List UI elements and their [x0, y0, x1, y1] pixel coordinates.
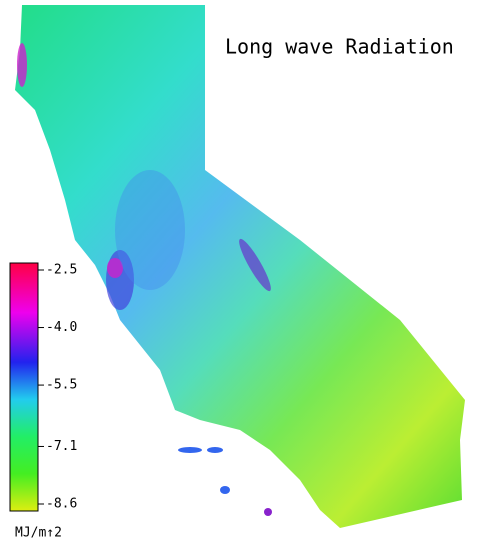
- sierra: [239, 238, 271, 292]
- california: [15, 5, 465, 528]
- island: [264, 508, 272, 516]
- colorbar-unit: MJ/m↑2: [15, 526, 62, 541]
- colorbar-tick-label: -4.0: [46, 320, 77, 335]
- coast-band: [17, 43, 27, 87]
- colorbar-tick-label: -7.1: [46, 439, 77, 454]
- island: [178, 447, 202, 453]
- island: [220, 486, 230, 494]
- colorbar-tick-label: -8.6: [46, 497, 77, 512]
- colorbar-tick-label: -5.5: [46, 378, 77, 393]
- central-valley: [115, 170, 185, 290]
- colorbar-tick-label: -2.5: [46, 263, 77, 278]
- island: [207, 447, 223, 453]
- bay-area: [107, 258, 123, 278]
- colorbar: [9, 262, 39, 512]
- map-title: Long wave Radiation: [225, 35, 454, 59]
